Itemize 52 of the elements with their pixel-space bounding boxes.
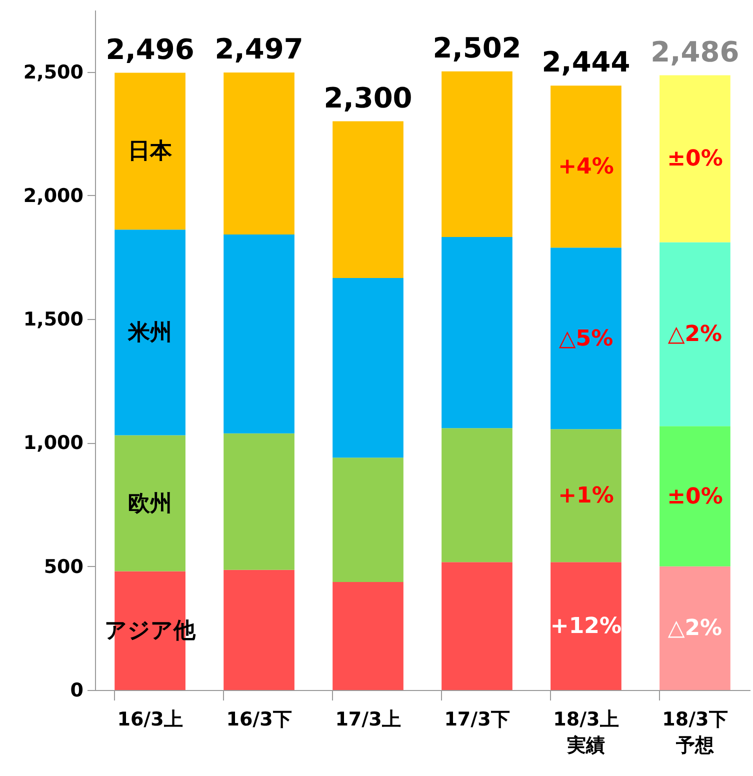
series-label: 米州 bbox=[127, 320, 172, 346]
annotation: +1% bbox=[558, 484, 614, 509]
bar bbox=[224, 234, 294, 434]
bar bbox=[332, 278, 404, 458]
annotation: △2% bbox=[668, 616, 722, 642]
bar bbox=[550, 562, 622, 690]
bar bbox=[114, 435, 186, 572]
total-label: 2,502 bbox=[432, 31, 522, 64]
bar bbox=[550, 429, 622, 562]
bar bbox=[442, 428, 512, 562]
y-tick-label: 500 bbox=[44, 556, 84, 578]
y-tick-label: 2,500 bbox=[23, 61, 84, 84]
x-tick-label: 18/3下予想 bbox=[662, 708, 728, 756]
bar bbox=[332, 582, 404, 690]
x-tick-label: 16/3上 bbox=[117, 708, 183, 730]
annotation: +4% bbox=[558, 154, 614, 180]
bar bbox=[114, 72, 186, 230]
y-tick-label: 0 bbox=[70, 680, 84, 702]
total-label: 2,496 bbox=[106, 32, 194, 66]
annotation: +12% bbox=[550, 614, 622, 640]
y-tick-label: 1,000 bbox=[23, 432, 84, 454]
total-label: 2,486 bbox=[650, 35, 740, 68]
bar bbox=[660, 242, 730, 426]
bar bbox=[660, 426, 730, 566]
total-label: 2,300 bbox=[324, 81, 412, 114]
y-tick-label: 2,000 bbox=[23, 184, 84, 207]
annotation: △2% bbox=[668, 322, 722, 348]
bar bbox=[442, 236, 512, 428]
bar bbox=[114, 230, 186, 436]
annotation: ±0% bbox=[667, 146, 723, 172]
total-label: 2,444 bbox=[542, 46, 630, 79]
bar bbox=[550, 86, 622, 248]
total-label: 2,497 bbox=[214, 32, 304, 66]
bar bbox=[442, 71, 512, 237]
x-tick-label: 17/3下 bbox=[444, 708, 510, 730]
x-tick-label: 17/3上 bbox=[335, 708, 401, 730]
annotation: △5% bbox=[558, 326, 614, 352]
bar bbox=[224, 570, 294, 690]
series-label: 日本 bbox=[128, 139, 174, 164]
series-label: 欧州 bbox=[128, 491, 172, 516]
x-tick-label: 16/3下 bbox=[226, 708, 292, 730]
bar bbox=[660, 566, 730, 690]
bar bbox=[332, 458, 404, 582]
annotation: ±0% bbox=[667, 484, 723, 510]
bar bbox=[224, 72, 294, 235]
bar bbox=[660, 75, 730, 242]
bar bbox=[550, 248, 622, 430]
bar bbox=[442, 562, 512, 690]
y-tick-label: 1,500 bbox=[23, 308, 84, 331]
bar bbox=[332, 121, 404, 278]
bar bbox=[224, 433, 294, 570]
x-tick-label: 18/3上実績 bbox=[553, 708, 619, 756]
